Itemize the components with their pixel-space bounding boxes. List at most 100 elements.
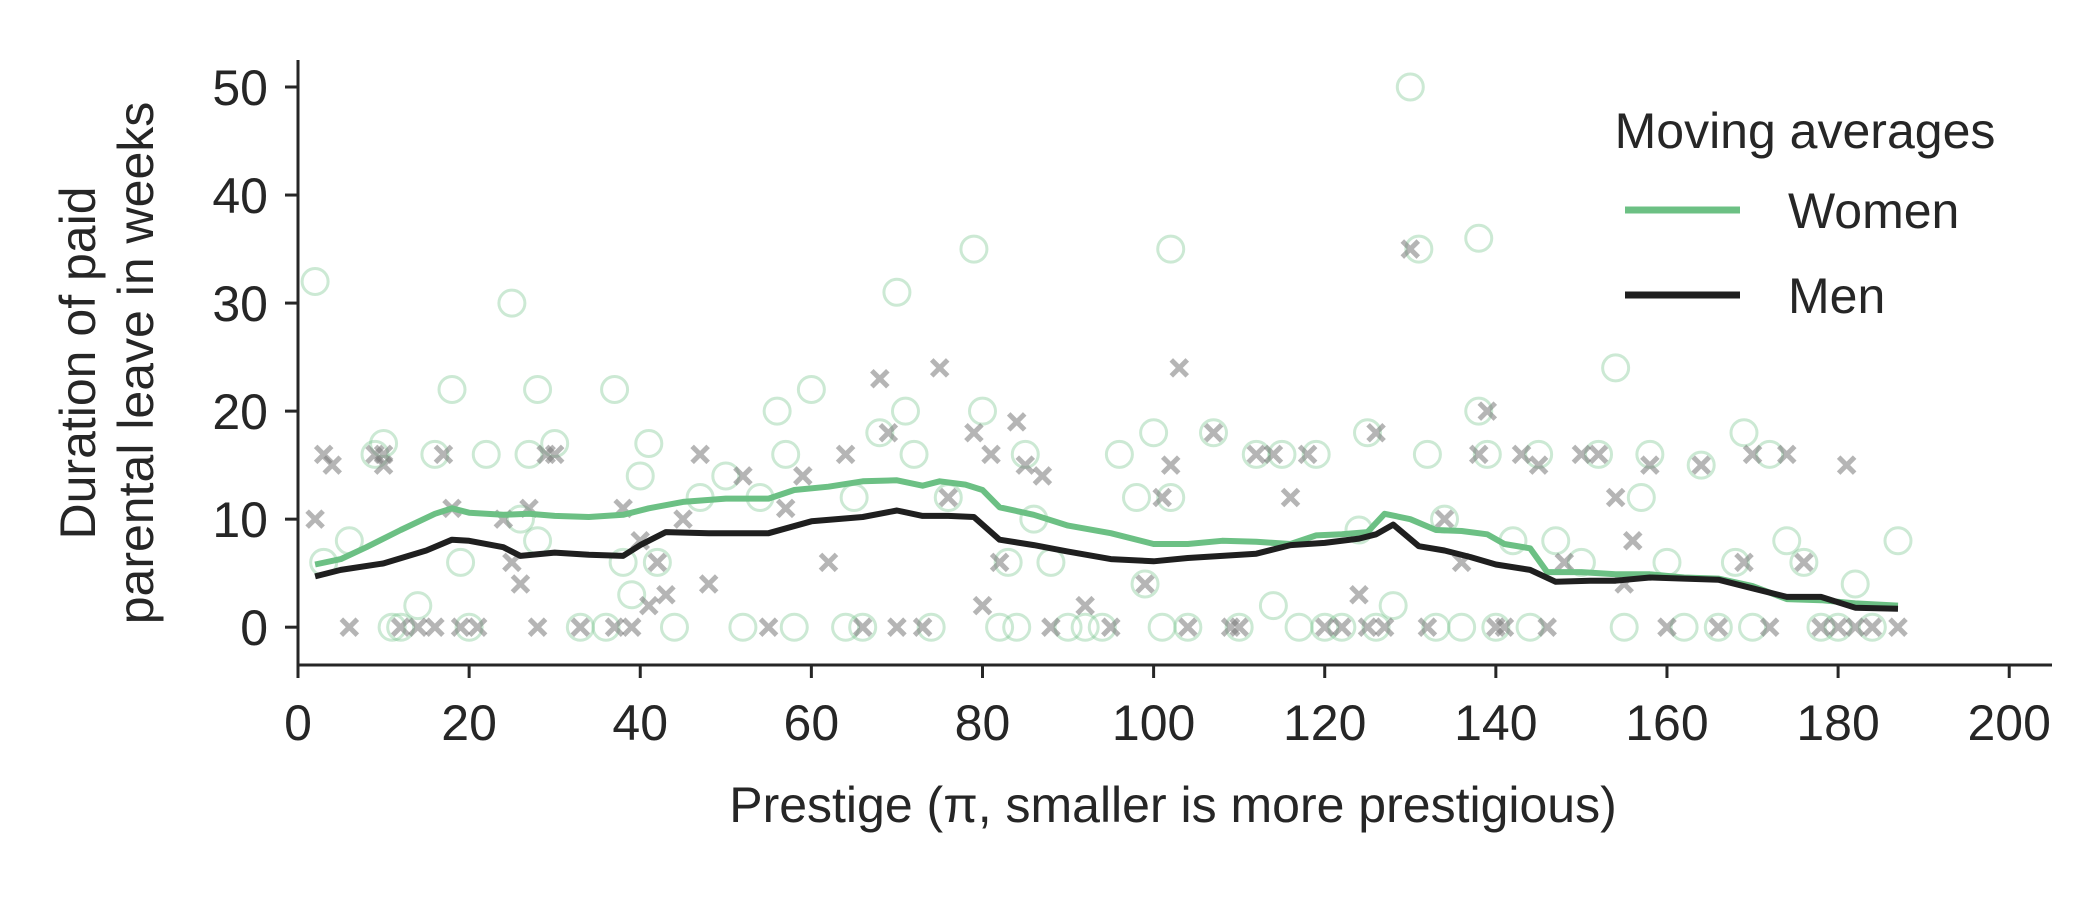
women-data-point	[659, 612, 689, 642]
x-tick-label: 20	[441, 695, 497, 751]
women-data-point	[1327, 612, 1357, 642]
men-data-point	[425, 617, 445, 637]
women-data-point	[1224, 612, 1254, 642]
women-data-point	[600, 375, 630, 405]
women-data-point	[1353, 418, 1383, 448]
women-data-point	[967, 396, 997, 426]
men-data-point	[1657, 617, 1677, 637]
men-data-point	[1297, 444, 1318, 465]
women-data-point	[1087, 612, 1117, 642]
women-data-point	[1626, 483, 1656, 513]
women-data-point	[377, 612, 407, 642]
women-data-point	[1147, 612, 1177, 642]
men-data-point	[1640, 455, 1660, 475]
women-data-point	[1173, 612, 1203, 642]
men-data-point	[1776, 444, 1797, 465]
men-data-point	[887, 617, 907, 637]
women-data-point	[711, 461, 741, 491]
women-data-point	[1104, 439, 1134, 469]
men-data-point	[972, 595, 993, 616]
men-data-point	[1246, 444, 1267, 465]
men-data-point	[544, 444, 565, 465]
women-data-point	[1566, 547, 1596, 577]
x-tick-label: 200	[1968, 695, 2051, 751]
men-data-point	[878, 422, 899, 443]
x-ticks: 0 20 40 60 80 100 120 140 160 180 200	[284, 665, 2051, 751]
women-data-point	[1720, 547, 1750, 577]
women-data-point	[1395, 72, 1425, 102]
men-data-point	[1434, 509, 1455, 529]
women-data-point	[1130, 569, 1160, 599]
men-data-point	[1468, 444, 1489, 465]
men-data-point	[1759, 617, 1780, 637]
women-data-point	[1310, 612, 1340, 642]
men-data-point	[647, 552, 668, 573]
women-data-point	[1789, 547, 1819, 577]
men-data-point	[604, 617, 625, 637]
women-data-point	[471, 439, 501, 469]
men-data-point	[1417, 617, 1438, 637]
women-data-point	[1121, 483, 1151, 513]
women-data-point	[1412, 439, 1442, 469]
women-data-point	[839, 483, 869, 513]
y-ticks: 0 10 20 30 40 50	[212, 60, 298, 656]
men-data-point	[912, 617, 933, 637]
men-data-point	[1528, 455, 1549, 475]
women-data-point	[1883, 526, 1913, 556]
men-data-point	[1314, 617, 1335, 637]
women-data-point	[985, 612, 1015, 642]
women-data-point	[1584, 439, 1614, 469]
men-data-point	[527, 617, 548, 637]
men-data-point	[690, 444, 710, 465]
legend-title: Moving averages	[1615, 103, 1996, 159]
y-axis-label-line-2: parental leave in weeks	[108, 102, 164, 625]
women-data-point	[1361, 612, 1391, 642]
women-data-point	[403, 591, 433, 621]
women-data-point	[565, 612, 595, 642]
men-data-point	[1862, 617, 1883, 637]
men-data-point	[1015, 455, 1036, 475]
women-data-point	[1472, 439, 1502, 469]
men-data-point	[1734, 552, 1754, 573]
women-data-point	[1515, 612, 1545, 642]
women-data-point	[1703, 612, 1733, 642]
y-tick-label: 0	[240, 600, 268, 656]
men-data-point	[1203, 422, 1224, 443]
women-data-point	[762, 396, 792, 426]
women-data-point	[1404, 234, 1434, 264]
women-data-point	[437, 375, 467, 405]
men-data-point	[1494, 617, 1515, 637]
women-data-point	[1652, 547, 1682, 577]
men-data-point	[673, 509, 693, 529]
men-data-point	[1160, 455, 1181, 475]
x-tick-label: 120	[1283, 695, 1366, 751]
men-data-point	[1178, 617, 1198, 637]
women-data-point	[523, 375, 553, 405]
women-data-point	[634, 429, 664, 459]
men-data-point	[639, 595, 659, 616]
women-data-point	[1806, 612, 1836, 642]
men-data-point	[1332, 617, 1352, 637]
y-tick-label: 10	[212, 492, 268, 548]
women-data-point	[1464, 396, 1494, 426]
women-data-point	[1609, 612, 1639, 642]
men-data-point	[1511, 444, 1532, 465]
women-data-point	[360, 439, 390, 469]
men-data-point	[870, 368, 890, 389]
women-data-point	[1053, 612, 1083, 642]
men-data-point	[1708, 617, 1729, 637]
women-data-point	[993, 547, 1023, 577]
women-data-point	[1447, 612, 1477, 642]
men-data-point	[1075, 595, 1095, 616]
men-data-point	[1101, 617, 1121, 637]
women-data-point	[625, 461, 655, 491]
men-data-point	[467, 617, 488, 637]
x-tick-label: 100	[1112, 695, 1195, 751]
men-data-point	[1280, 487, 1301, 508]
men-data-point	[450, 617, 471, 637]
men-data-point	[1794, 552, 1814, 573]
women-moving-average-line	[314, 477, 1899, 609]
men-data-point	[1836, 455, 1857, 475]
men-data-point	[1554, 552, 1575, 573]
women-data-point	[1823, 612, 1853, 642]
